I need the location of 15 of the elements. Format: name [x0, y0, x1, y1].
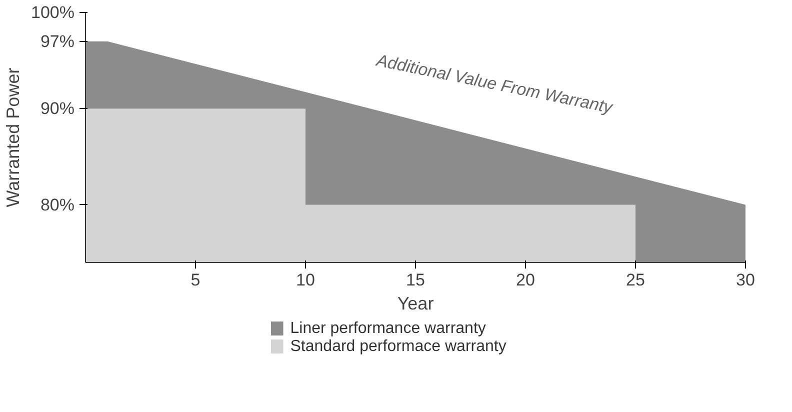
- y-tick-label: 80%: [40, 195, 75, 214]
- x-tick-label: 30: [736, 270, 755, 290]
- y-tick-label: 90%: [40, 99, 75, 118]
- x-axis-title: Year: [397, 294, 434, 314]
- y-tick-label: 100%: [31, 3, 75, 22]
- x-tick-label: 20: [516, 270, 535, 290]
- x-tick-label: 5: [190, 270, 200, 290]
- legend-label: Liner performance warranty: [290, 320, 486, 337]
- y-tick-label: 97%: [40, 32, 75, 51]
- x-tick-label: 10: [296, 270, 315, 290]
- x-tick-label: 15: [406, 270, 425, 290]
- y-axis-title: Warranted Power: [3, 68, 24, 208]
- x-tick-label: 25: [626, 270, 645, 290]
- annotation: Additional Value From Warranty: [374, 50, 616, 118]
- legend-label: Standard performace warranty: [290, 338, 506, 355]
